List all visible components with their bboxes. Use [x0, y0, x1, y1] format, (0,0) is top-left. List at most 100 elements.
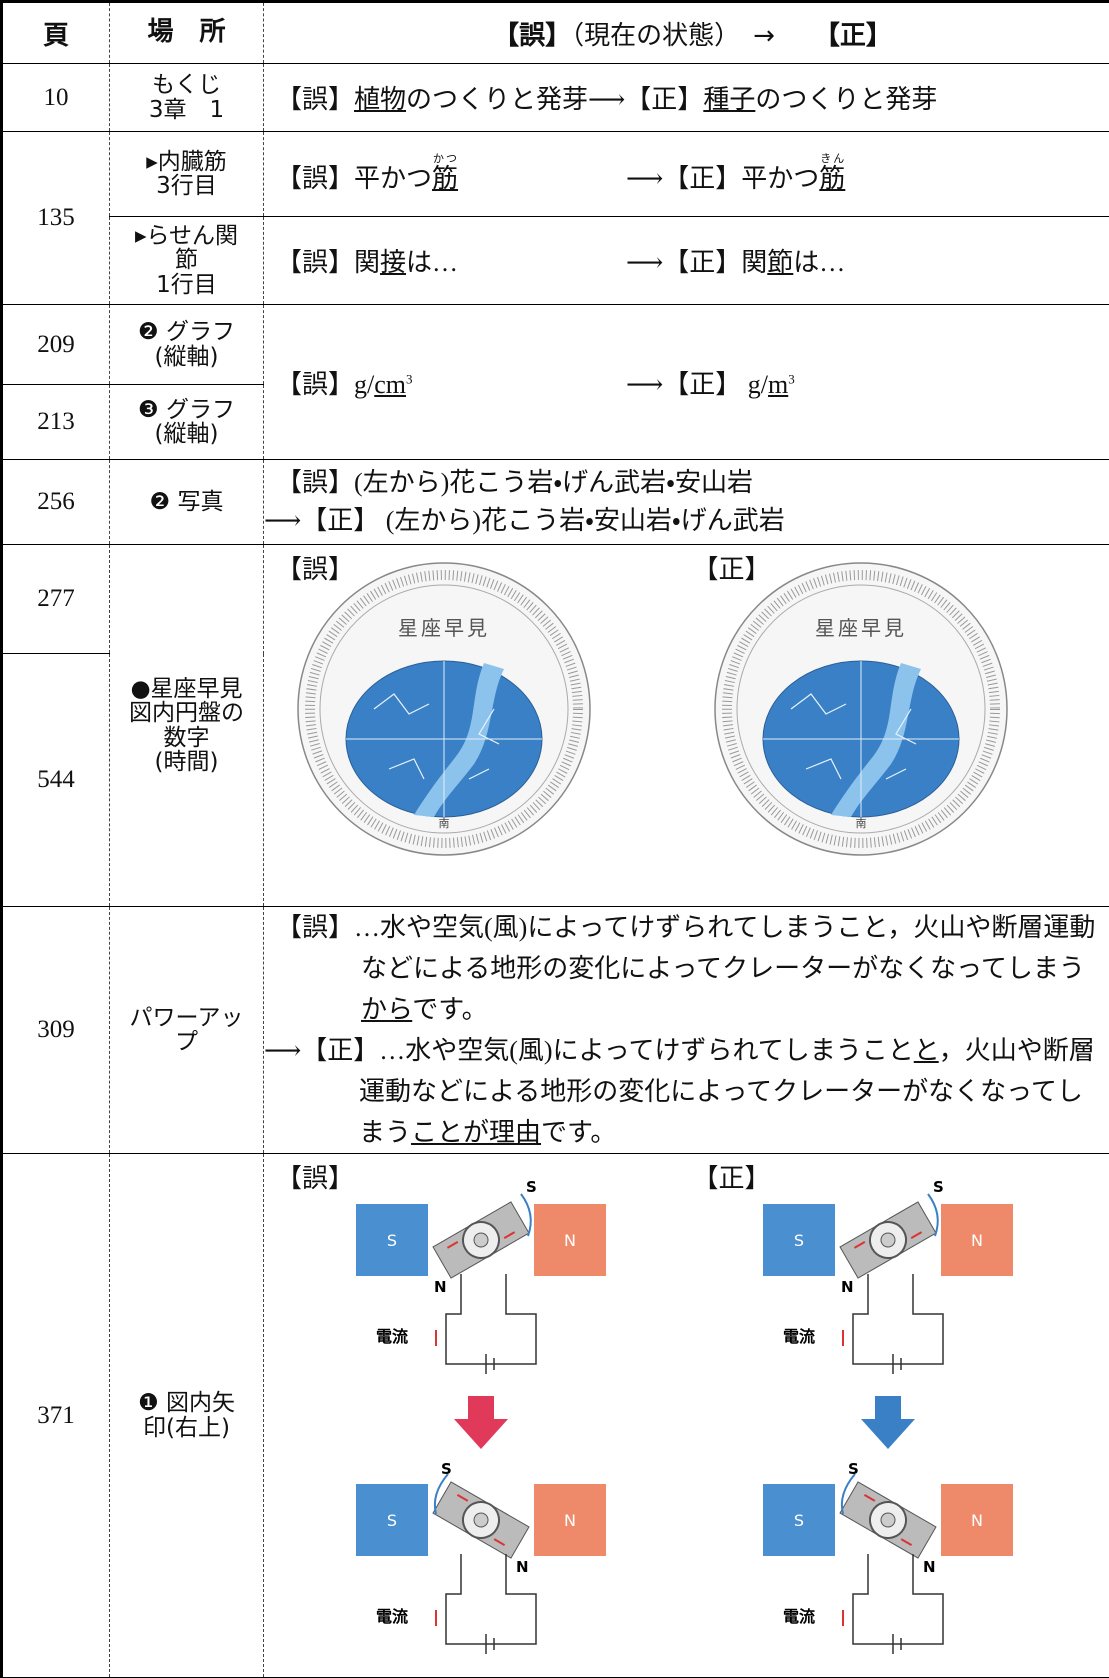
- pole-label: S: [848, 1460, 859, 1478]
- cell-text: 135: [2, 132, 110, 305]
- star-south: 南: [439, 817, 450, 830]
- shape: ⟶【正】 g/m3: [626, 370, 795, 399]
- figure-label: 【誤】: [276, 1158, 354, 1195]
- text-segment: です。: [412, 995, 487, 1024]
- text-segment: は…: [406, 248, 458, 277]
- place-line: 節: [110, 248, 263, 272]
- text-segment: です。: [541, 1118, 616, 1147]
- motor-diagram: S N S N 電流 S N S N 電流: [763, 1164, 1023, 1664]
- text-segment: 接: [380, 248, 406, 277]
- star-title: 星座早見: [398, 616, 490, 640]
- place-line: ●星座早見: [110, 677, 263, 701]
- text-segment: 筋: [432, 164, 458, 193]
- shape: 277●星座早見図内円盤の数字(時間) 【誤】 星座早見 南 【正】 星座早見 …: [2, 545, 1109, 654]
- pole-label: N: [923, 1558, 936, 1576]
- shape: ⟶【正】…水や空気(風)によってけずられてしまうことと，火山や断層運動などによる…: [264, 1030, 1103, 1153]
- cell-text: 256: [2, 460, 110, 545]
- pole-label: N: [841, 1278, 854, 1296]
- header-content: 【誤】（現在の状態） → 【正】: [264, 2, 1109, 64]
- shape: 【誤】…水や空気(風)によってけずられてしまうこと，火山や断層運動などによる地形…: [276, 907, 1103, 1030]
- shape: [446, 1274, 536, 1364]
- text-segment: ⟶【正】…水や空気(風)によってけずられてしまうこと: [264, 1036, 914, 1065]
- superscript: 3: [406, 371, 413, 386]
- shape: [840, 1202, 936, 1278]
- shape: ⟶【正】 (左から)花こう岩・安山岩・げん武岩: [264, 502, 1109, 540]
- place-line: ❷ 写真: [110, 490, 263, 514]
- text-segment: ⟶【正】平かつ: [626, 164, 819, 193]
- table-cell: 【誤】平かつ筋かつ⟶【正】平かつ筋きん: [264, 132, 1109, 217]
- pole-label: N: [971, 1231, 983, 1250]
- text-segment: 種子: [703, 85, 755, 114]
- ruby-reading: きん: [819, 153, 845, 165]
- place-line: (縦軸): [110, 345, 263, 369]
- table-cell: 【誤】 星座早見 南 【正】 星座早見 南: [264, 545, 1109, 907]
- ruby: 筋きん: [819, 164, 845, 193]
- text-segment: 【誤】(左から)花こう岩・げん武岩・安山岩: [276, 468, 753, 497]
- table-cell: 【誤】…水や空気(風)によってけずられてしまうこと，火山や断層運動などによる地形…: [264, 907, 1109, 1154]
- shape: ⟶【正】平かつ筋きん: [626, 164, 845, 193]
- text-segment: cm: [374, 370, 406, 399]
- table-cell: 【誤】植物のつくりと発芽⟶【正】種子のつくりと発芽: [264, 64, 1109, 132]
- text-segment: 【誤】: [493, 21, 571, 51]
- shape: [840, 1482, 936, 1558]
- shape: [861, 1396, 915, 1449]
- place-line: (時間): [110, 750, 263, 774]
- text-segment: は…: [793, 248, 845, 277]
- pole-label: N: [564, 1231, 576, 1250]
- place-line: もくじ: [110, 73, 263, 97]
- text-segment: m: [768, 370, 788, 399]
- pole-label: S: [387, 1231, 397, 1250]
- place-line: 3章 1: [110, 98, 263, 122]
- cell-text: 209: [2, 305, 110, 385]
- place-line: (縦軸): [110, 422, 263, 446]
- text-segment: 節: [767, 248, 793, 277]
- pole-label: S: [793, 1231, 803, 1250]
- shape: 【誤】平かつ筋かつ: [276, 153, 626, 195]
- table-cell: パワーアップ: [110, 907, 264, 1154]
- table-cell: ❸ グラフ(縦軸): [110, 385, 264, 460]
- pole-label: S: [441, 1460, 452, 1478]
- pole-label: S: [387, 1511, 397, 1530]
- text-segment: 植物: [354, 85, 406, 114]
- text-segment: から: [361, 995, 412, 1024]
- ruby: 筋かつ: [432, 164, 458, 193]
- place-line: プ: [110, 1030, 263, 1054]
- place-line: ❷ グラフ: [110, 320, 263, 344]
- cell-text: 544: [2, 654, 110, 907]
- shape: 【誤】g/cm3: [276, 364, 626, 401]
- shape: [454, 1396, 508, 1449]
- shape: [433, 1202, 529, 1278]
- shape: S N S N 電流: [356, 1178, 606, 1374]
- header-place: 場 所: [110, 2, 264, 64]
- current-label: 電流: [783, 1327, 815, 1346]
- pole-label: N: [564, 1511, 576, 1530]
- shape: [433, 1482, 529, 1558]
- text-segment: 【正】: [827, 21, 892, 51]
- pole-label: N: [434, 1278, 447, 1296]
- place-line: 数字: [110, 726, 263, 750]
- place-line: 図内円盤の: [110, 701, 263, 725]
- pole-label: S: [793, 1511, 803, 1530]
- shape: S N S N 電流: [356, 1460, 606, 1654]
- shape: 【誤】(左から)花こう岩・げん武岩・安山岩: [276, 464, 1109, 502]
- text-segment: 【誤】: [276, 85, 354, 114]
- table-cell: ●星座早見図内円盤の数字(時間): [110, 545, 264, 907]
- ruby-reading: かつ: [432, 153, 458, 165]
- shape: S N S N 電流: [763, 1460, 1013, 1654]
- table-cell: 【誤】関接は…⟶【正】関節は…: [264, 217, 1109, 305]
- star-chart: 星座早見 南: [711, 559, 1011, 859]
- text-segment: ⟶【正】関: [626, 248, 767, 277]
- pole-label: S: [526, 1178, 537, 1196]
- current-label: 電流: [376, 1607, 408, 1626]
- table-cell: ❶ 図内矢印(右上): [110, 1154, 264, 1678]
